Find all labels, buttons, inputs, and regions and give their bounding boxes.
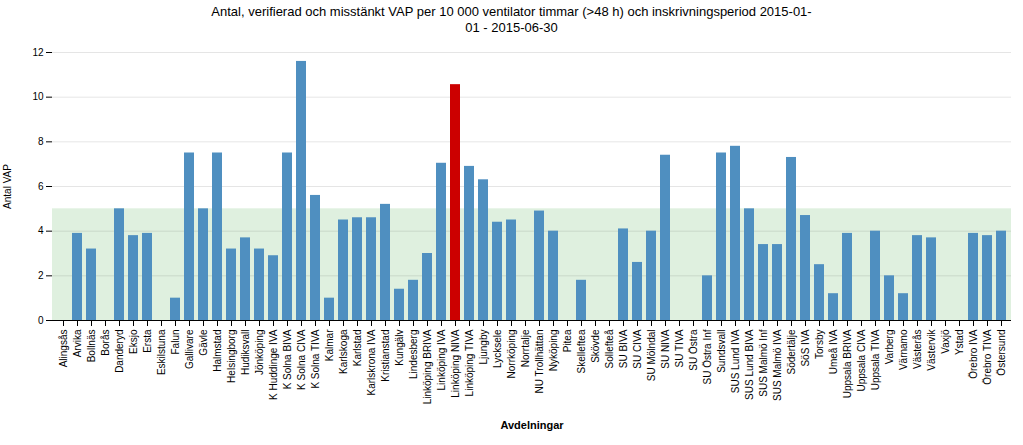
svg-text:Linköping NIVA: Linköping NIVA xyxy=(450,329,461,398)
svg-text:Jönköping: Jönköping xyxy=(254,330,265,376)
svg-text:Arvika: Arvika xyxy=(72,329,83,357)
svg-text:Gallivare: Gallivare xyxy=(184,329,195,369)
svg-text:Bollnäs: Bollnäs xyxy=(86,330,97,363)
svg-text:Hudiksvall: Hudiksvall xyxy=(240,330,251,376)
svg-text:Umeå IVA: Umeå IVA xyxy=(828,329,839,374)
svg-text:Norrköping: Norrköping xyxy=(506,330,517,379)
svg-text:10: 10 xyxy=(32,91,44,102)
svg-text:0: 0 xyxy=(38,315,44,326)
svg-text:Gävle: Gävle xyxy=(198,329,209,356)
svg-text:SUS Lund BIVA: SUS Lund BIVA xyxy=(744,329,755,400)
svg-text:Ystad: Ystad xyxy=(954,330,965,356)
svg-text:Danderyd: Danderyd xyxy=(114,330,125,373)
svg-text:SUS Malmö Inf: SUS Malmö Inf xyxy=(758,329,769,396)
svg-text:Uppsala TIVA: Uppsala TIVA xyxy=(870,329,881,390)
svg-text:Vaxjö: Vaxjö xyxy=(940,329,951,354)
svg-text:Skelleftea: Skelleftea xyxy=(576,329,587,373)
svg-text:K Solna BIVA: K Solna BIVA xyxy=(282,329,293,389)
svg-text:Ersta: Ersta xyxy=(142,329,153,353)
svg-text:Torsby: Torsby xyxy=(814,330,825,359)
svg-text:SU BIVA: SU BIVA xyxy=(618,329,629,368)
svg-text:Linköping BRIVA: Linköping BRIVA xyxy=(422,329,433,404)
svg-text:Nyköping: Nyköping xyxy=(548,330,559,372)
svg-text:Falun: Falun xyxy=(170,330,181,355)
svg-text:Värnamo: Värnamo xyxy=(898,329,909,370)
svg-text:4: 4 xyxy=(38,225,44,236)
html-text:Antal, verifierad och misstänk: Antal, verifierad och misstänkt VAP per … xyxy=(211,4,812,35)
svg-text:K Huddinge IVA: K Huddinge IVA xyxy=(268,329,279,400)
svg-text:Karlskoga: Karlskoga xyxy=(338,329,349,374)
svg-text:K Solna CIVA: K Solna CIVA xyxy=(296,329,307,390)
svg-text:Linköping TIVA: Linköping TIVA xyxy=(464,329,475,396)
svg-text:Sollefteå: Sollefteå xyxy=(604,329,615,368)
svg-text:SU Östra Inf: SU Östra Inf xyxy=(702,329,713,384)
svg-text:Karlskrona IVA: Karlskrona IVA xyxy=(366,329,377,395)
svg-text:Antal VAP: Antal VAP xyxy=(2,164,13,209)
svg-text:Norrtalje: Norrtalje xyxy=(520,329,531,367)
svg-text:2: 2 xyxy=(38,270,44,281)
svg-text:Lycksele: Lycksele xyxy=(492,329,503,368)
svg-text:SUS Lund IVA: SUS Lund IVA xyxy=(730,329,741,393)
svg-text:Linköping IVA: Linköping IVA xyxy=(436,329,447,390)
svg-text:Uppsala CIVA: Uppsala CIVA xyxy=(856,329,867,391)
svg-text:Eskilstuna: Eskilstuna xyxy=(156,329,167,375)
svg-text:Halmstad: Halmstad xyxy=(212,330,223,372)
svg-text:8: 8 xyxy=(38,136,44,147)
svg-text:Södertälje: Södertälje xyxy=(786,329,797,374)
svg-text:SU Mölndal: SU Mölndal xyxy=(646,330,657,382)
svg-text:Helsingborg: Helsingborg xyxy=(226,330,237,383)
svg-text:Ljungby: Ljungby xyxy=(478,330,489,365)
svg-text:SU Östra: SU Östra xyxy=(688,329,699,371)
svg-text:Örebro IVA: Örebro IVA xyxy=(968,329,979,379)
svg-text:Uppsala BRIVA: Uppsala BRIVA xyxy=(842,329,853,398)
svg-text:NU Trollhättan: NU Trollhättan xyxy=(534,330,545,394)
svg-text:SöS IVA: SöS IVA xyxy=(800,329,811,366)
svg-text:Västervik: Västervik xyxy=(926,329,937,371)
svg-text:SUS Malmö IVA: SUS Malmö IVA xyxy=(772,329,783,401)
svg-text:12: 12 xyxy=(32,47,44,58)
svg-text:Västerås: Västerås xyxy=(912,330,923,369)
svg-text:Alingsås: Alingsås xyxy=(58,330,69,368)
svg-text:SU CIVA: SU CIVA xyxy=(632,329,643,369)
svg-text:Avdelningar: Avdelningar xyxy=(500,419,564,431)
svg-text:Östersund: Östersund xyxy=(996,330,1007,376)
svg-text:Varberg: Varberg xyxy=(884,330,895,365)
svg-text:Karlstad: Karlstad xyxy=(352,330,363,367)
svg-text:Kungälv: Kungälv xyxy=(394,330,405,366)
svg-text:Kalmar: Kalmar xyxy=(324,329,335,361)
svg-text:6: 6 xyxy=(38,181,44,192)
svg-text:Örebro TIVA: Örebro TIVA xyxy=(982,329,993,385)
svg-text:Skövde: Skövde xyxy=(590,329,601,363)
svg-text:Kristianstad: Kristianstad xyxy=(380,330,391,382)
svg-text:K Solna TIVA: K Solna TIVA xyxy=(310,329,321,388)
svg-text:Sundsvall: Sundsvall xyxy=(716,330,727,373)
svg-text:Lindesberg: Lindesberg xyxy=(408,330,419,379)
svg-text:SU NIVA: SU NIVA xyxy=(660,329,671,369)
svg-text:Borås: Borås xyxy=(100,330,111,356)
svg-text:SU TIVA: SU TIVA xyxy=(674,329,685,367)
svg-text:Pitea: Pitea xyxy=(562,329,573,352)
svg-text:Eksjo: Eksjo xyxy=(128,329,139,354)
